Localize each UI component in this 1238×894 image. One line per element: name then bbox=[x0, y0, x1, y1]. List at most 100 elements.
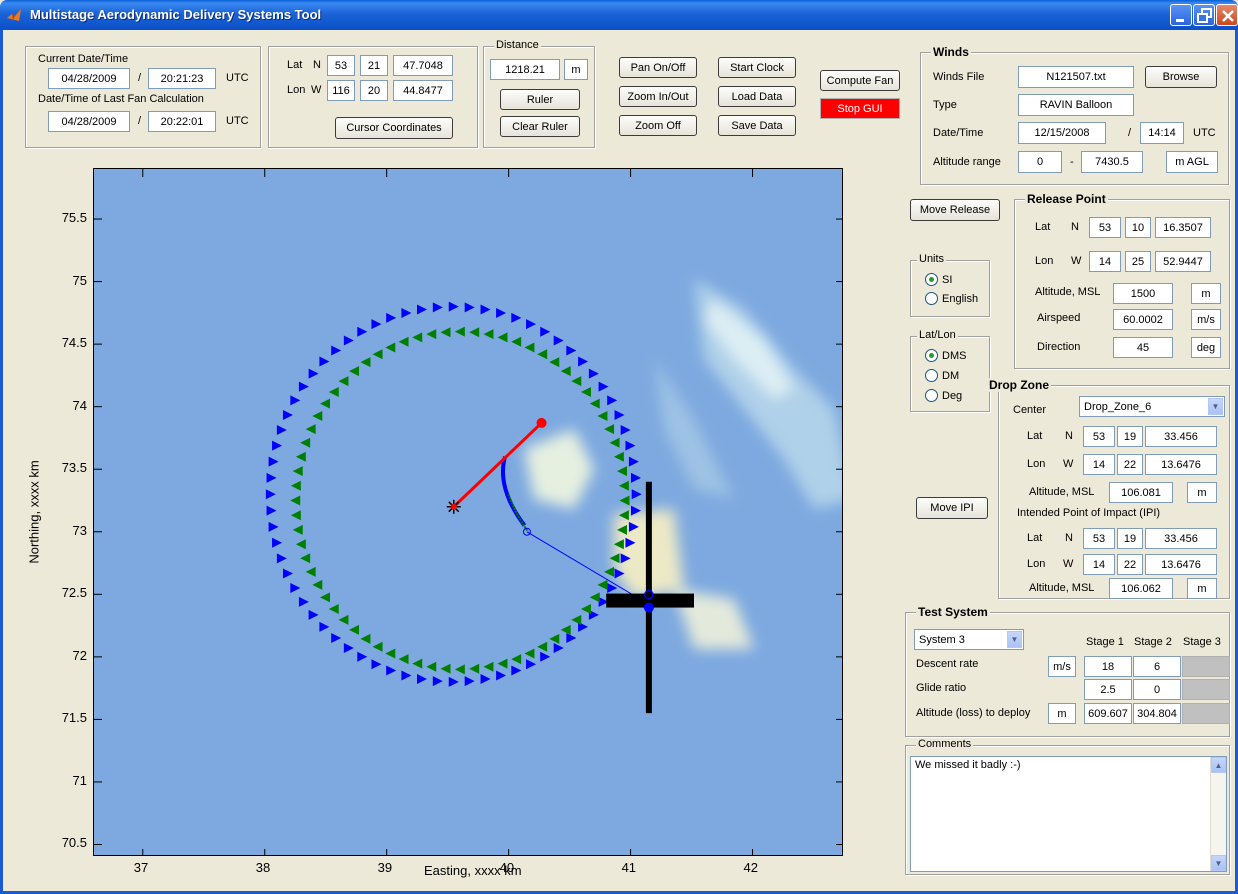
blue-ring-marker bbox=[630, 472, 641, 483]
dz-lat-min-field[interactable]: 19 bbox=[1117, 426, 1143, 447]
y-tick-label: 75.5 bbox=[61, 210, 87, 226]
stop-gui-button[interactable]: Stop GUI bbox=[820, 98, 900, 119]
dz-lon-min-field[interactable]: 22 bbox=[1117, 454, 1143, 475]
distance-field[interactable]: 1218.21 bbox=[490, 59, 560, 80]
map-plot[interactable] bbox=[94, 169, 843, 856]
dz-lat-sec-field[interactable]: 33.456 bbox=[1145, 426, 1217, 447]
y-tick-label: 70.5 bbox=[61, 835, 87, 851]
winds-alt-dash: - bbox=[1070, 156, 1074, 168]
ipi-lon-min-field[interactable]: 22 bbox=[1117, 554, 1143, 575]
load-data-button[interactable]: Load Data bbox=[718, 86, 796, 107]
deploy-stage2-field[interactable]: 304.804 bbox=[1133, 703, 1181, 724]
move-ipi-button[interactable]: Move IPI bbox=[916, 497, 988, 519]
restore-button[interactable] bbox=[1193, 4, 1215, 26]
release-lon-sec-field[interactable]: 52.9447 bbox=[1155, 251, 1211, 272]
start-clock-button[interactable]: Start Clock bbox=[718, 57, 796, 78]
zoom-off-button[interactable]: Zoom Off bbox=[619, 115, 697, 136]
green-ring-marker bbox=[319, 592, 330, 603]
cursor-lat-min-field[interactable]: 21 bbox=[360, 55, 388, 76]
release-alt-field[interactable]: 1500 bbox=[1113, 283, 1173, 304]
release-lat-sec-field[interactable]: 16.3507 bbox=[1155, 217, 1211, 238]
glide-stage2-field[interactable]: 0 bbox=[1133, 679, 1181, 700]
blue-ring-marker bbox=[282, 568, 293, 579]
last-fan-date-field[interactable]: 04/28/2009 bbox=[48, 111, 130, 132]
ipi-lat-sec-field[interactable]: 33.456 bbox=[1145, 528, 1217, 549]
deploy-altitude-unit: m bbox=[1048, 703, 1076, 724]
latlon-dm-radio[interactable]: DM bbox=[925, 369, 959, 382]
chevron-down-icon[interactable]: ▼ bbox=[1208, 398, 1223, 415]
release-lon-min-field[interactable]: 25 bbox=[1125, 251, 1151, 272]
release-lat-deg-field[interactable]: 53 bbox=[1089, 217, 1121, 238]
dz-center-select[interactable]: Drop_Zone_6 ▼ bbox=[1079, 396, 1225, 417]
browse-button[interactable]: Browse bbox=[1145, 66, 1217, 88]
winds-alt-min-field[interactable]: 0 bbox=[1018, 151, 1062, 173]
current-time-field[interactable]: 20:21:23 bbox=[148, 68, 216, 89]
units-english-radio[interactable]: English bbox=[925, 292, 978, 305]
stage2-header: Stage 2 bbox=[1134, 636, 1172, 648]
cursor-lat-sec-field[interactable]: 47.7048 bbox=[393, 55, 453, 76]
compute-fan-button[interactable]: Compute Fan bbox=[820, 70, 900, 91]
ipi-lat-min-field[interactable]: 19 bbox=[1117, 528, 1143, 549]
descent-stage2-field[interactable]: 6 bbox=[1133, 656, 1181, 677]
dz-alt-field[interactable]: 106.081 bbox=[1109, 482, 1173, 503]
ruler-button[interactable]: Ruler bbox=[500, 89, 580, 110]
direction-field[interactable]: 45 bbox=[1113, 337, 1173, 358]
green-ring-marker bbox=[511, 654, 522, 665]
deploy-stage3-field bbox=[1182, 703, 1230, 724]
green-ring-marker bbox=[483, 329, 494, 340]
y-tick-label: 71 bbox=[72, 772, 87, 788]
clear-ruler-button[interactable]: Clear Ruler bbox=[500, 116, 580, 137]
cursor-lon-sec-field[interactable]: 44.8477 bbox=[393, 80, 453, 101]
green-ring-marker bbox=[360, 633, 371, 644]
descent-stage1-field[interactable]: 18 bbox=[1084, 656, 1132, 677]
glide-stage1-field[interactable]: 2.5 bbox=[1084, 679, 1132, 700]
close-button[interactable] bbox=[1216, 4, 1238, 26]
green-ring-marker bbox=[589, 398, 600, 409]
airspeed-field[interactable]: 60.0002 bbox=[1113, 309, 1173, 330]
latlon-dms-radio[interactable]: DMS bbox=[925, 349, 966, 362]
dz-lon-sec-field[interactable]: 13.6476 bbox=[1145, 454, 1217, 475]
blue-ring-marker bbox=[308, 368, 319, 379]
cursor-lat-deg-field[interactable]: 53 bbox=[327, 55, 355, 76]
latlon-deg-radio[interactable]: Deg bbox=[925, 389, 962, 402]
pan-toggle-button[interactable]: Pan On/Off bbox=[619, 57, 697, 78]
last-fan-time-field[interactable]: 20:22:01 bbox=[148, 111, 216, 132]
ipi-lat-deg-field[interactable]: 53 bbox=[1083, 528, 1115, 549]
green-ring-marker bbox=[609, 437, 620, 448]
blue-ring-marker bbox=[480, 674, 491, 685]
impact-start-circle bbox=[522, 527, 531, 536]
release-end-marker bbox=[536, 417, 547, 428]
minimize-button[interactable] bbox=[1170, 4, 1192, 26]
map-plot-area[interactable] bbox=[93, 168, 843, 856]
winds-date-field[interactable]: 12/15/2008 bbox=[1018, 122, 1106, 144]
cursor-lon-min-field[interactable]: 20 bbox=[360, 80, 388, 101]
save-data-button[interactable]: Save Data bbox=[718, 115, 796, 136]
winds-time-field[interactable]: 14:14 bbox=[1140, 122, 1184, 144]
winds-title: Winds bbox=[931, 45, 971, 59]
cursor-coordinates-button[interactable]: Cursor Coordinates bbox=[335, 117, 453, 139]
scroll-down-icon[interactable]: ▼ bbox=[1211, 855, 1226, 871]
winds-file-field[interactable]: N121507.txt bbox=[1018, 66, 1134, 88]
ipi-lon-deg-field[interactable]: 14 bbox=[1083, 554, 1115, 575]
winds-type-field[interactable]: RAVIN Balloon bbox=[1018, 94, 1134, 116]
blue-ring-marker bbox=[464, 676, 475, 687]
winds-alt-max-field[interactable]: 7430.5 bbox=[1081, 151, 1143, 173]
release-lat-min-field[interactable]: 10 bbox=[1125, 217, 1151, 238]
current-date-field[interactable]: 04/28/2009 bbox=[48, 68, 130, 89]
comments-scrollbar[interactable]: ▲ ▼ bbox=[1210, 757, 1226, 871]
dz-lon-deg-field[interactable]: 14 bbox=[1083, 454, 1115, 475]
release-start-dot bbox=[450, 503, 457, 510]
system-select[interactable]: System 3 ▼ bbox=[914, 629, 1024, 650]
scroll-up-icon[interactable]: ▲ bbox=[1211, 757, 1226, 773]
deploy-stage1-field[interactable]: 609.607 bbox=[1084, 703, 1132, 724]
units-si-radio[interactable]: SI bbox=[925, 273, 952, 286]
ipi-lon-sec-field[interactable]: 13.6476 bbox=[1145, 554, 1217, 575]
zoom-inout-button[interactable]: Zoom In/Out bbox=[619, 86, 697, 107]
chevron-down-icon[interactable]: ▼ bbox=[1007, 631, 1022, 648]
comments-textarea[interactable]: We missed it badly :-) ▲ ▼ bbox=[910, 756, 1227, 872]
dz-lat-deg-field[interactable]: 53 bbox=[1083, 426, 1115, 447]
ipi-alt-field[interactable]: 106.062 bbox=[1109, 578, 1173, 599]
cursor-lon-deg-field[interactable]: 116 bbox=[327, 80, 355, 101]
move-release-button[interactable]: Move Release bbox=[910, 199, 1000, 221]
release-lon-deg-field[interactable]: 14 bbox=[1089, 251, 1121, 272]
